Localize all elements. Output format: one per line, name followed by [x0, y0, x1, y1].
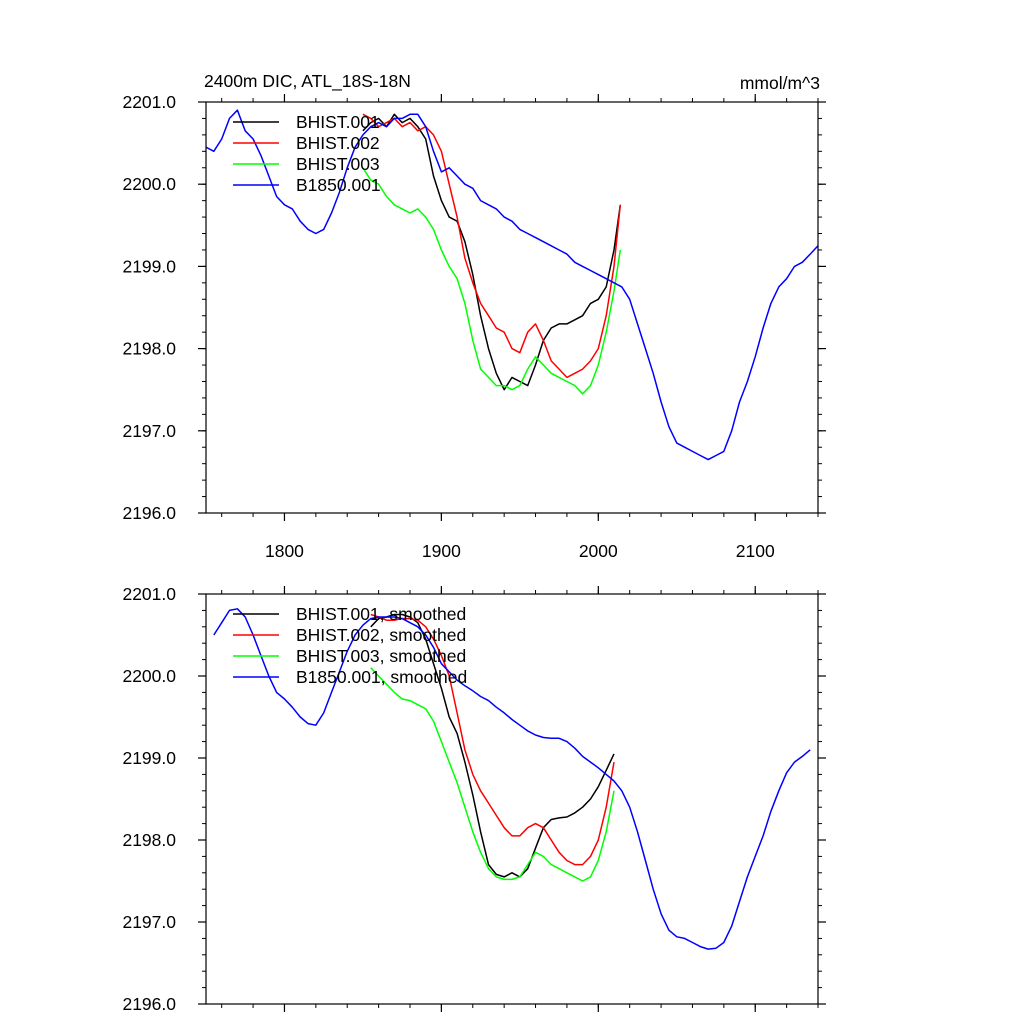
panel-bottom: 2196.0 2197.0 2198.0 2199.0 2200.0 2201.0 BHIS…	[122, 584, 826, 1014]
y-tick-label: 2197.0	[122, 912, 176, 932]
plot-frame	[205, 101, 819, 514]
series-line-1	[362, 113, 622, 379]
chart-title: 2400m DIC, ATL_18S-18N	[204, 71, 411, 92]
y-tick-label: 2196.0	[122, 994, 176, 1014]
legend-label: BHIST.003, smoothed	[296, 646, 466, 666]
x-tick-label: 1800	[265, 541, 304, 561]
series-line-3	[206, 109, 818, 461]
x-tick-label: 2100	[736, 541, 775, 561]
y-tick-label: 2201.0	[122, 584, 176, 604]
y-tick-label: 2198.0	[122, 339, 176, 359]
y-tick-label: 2200.0	[122, 174, 176, 194]
panel-top: 2400m DIC, ATL_18S-18N mmol/m^3 2196.0 2197…	[122, 71, 826, 561]
y-tick-label: 2199.0	[122, 256, 176, 276]
units-label: mmol/m^3	[740, 73, 820, 93]
series-lines	[213, 608, 811, 950]
series-line-1	[370, 613, 615, 866]
y-tick-label: 2200.0	[122, 666, 176, 686]
series-lines	[206, 109, 818, 461]
series-line-0	[362, 113, 622, 391]
x-tick-label: 1900	[422, 541, 461, 561]
series-line-2	[370, 667, 615, 882]
legend-label: BHIST.003	[296, 154, 380, 174]
legend-label: BHIST.002, smoothed	[296, 625, 466, 645]
plot-frame	[205, 593, 819, 1005]
y-tick-label: 2201.0	[122, 92, 176, 112]
legend-label: BHIST.001	[296, 112, 380, 132]
y-tick-label: 2199.0	[122, 748, 176, 768]
x-tick-label: 2000	[579, 541, 618, 561]
legend-label: BHIST.001, smoothed	[296, 604, 466, 624]
y-tick-label: 2198.0	[122, 830, 176, 850]
legend-label: BHIST.002	[296, 133, 380, 153]
legend-label: B1850.001	[296, 175, 381, 195]
y-tick-label: 2197.0	[122, 421, 176, 441]
series-line-2	[362, 167, 622, 395]
legend-label: B1850.001, smoothed	[296, 667, 467, 687]
series-line-0	[370, 613, 615, 878]
series-line-3	[213, 608, 811, 950]
y-tick-label: 2196.0	[122, 503, 176, 523]
